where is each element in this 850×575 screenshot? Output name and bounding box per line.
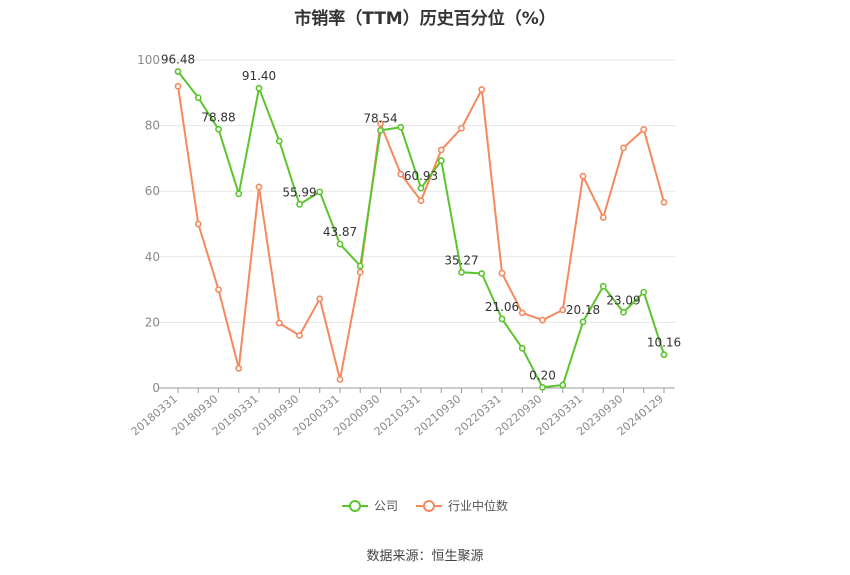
data-label-company-20210331: 60.93 [404,169,438,183]
data-point-industry-median-20221231 [559,306,567,314]
legend-item-industry-median[interactable]: 行业中位数 [416,497,508,514]
y-tick-label-40: 40 [145,250,160,264]
grid-layer [158,59,675,323]
data-point-company-20210630 [437,157,445,165]
data-point-industry-median-20220630 [518,309,526,317]
data-label-company-20180930: 78.88 [201,110,235,124]
data-point-industry-median-20230930 [620,144,627,152]
data-point-industry-median-20200630 [356,268,364,276]
data-label-company-20180331: 96.48 [161,53,195,67]
data-point-company-20231231 [640,288,648,296]
legend-label-company: 公司 [373,499,398,513]
data-point-industry-median-20191231 [316,295,324,303]
legend-item-company[interactable]: 公司 [341,497,398,514]
data-point-company-20181231 [235,190,243,198]
data-label-company-20190331: 91.40 [242,69,276,83]
data-label-company-20220331: 21.06 [485,300,519,314]
data-point-industry-median-20231231 [640,126,648,133]
series-line-company [177,70,665,389]
data-point-company-20180930 [215,125,222,133]
data-point-industry-median-20210331 [417,197,425,205]
data-point-company-20220930 [539,383,546,391]
y-tick-label-80: 80 [145,119,160,133]
data-label-company-20190930: 55.99 [282,185,316,199]
data-point-industry-median-20190331 [255,183,263,191]
data-point-company-20200331 [336,240,344,248]
data-point-industry-median-20190630 [275,319,283,327]
data-point-industry-median-20190930 [296,332,303,339]
data-point-company-20180331 [174,68,182,75]
data-label-company-20240129: 10.16 [647,336,681,350]
legend-swatch-industry-median [416,499,442,513]
data-source: 数据来源：恒生聚源 [366,549,484,564]
data-point-company-20210930 [458,268,465,276]
data-point-industry-median-20180930 [215,286,222,293]
data-point-industry-median-20230630 [599,214,607,221]
series-layer [174,68,668,391]
data-point-company-20221231 [559,381,567,389]
data-point-company-20240129 [660,351,668,359]
data-point-company-20191231 [316,188,324,196]
data-point-company-20230630 [599,282,607,290]
data-point-industry-median-20230331 [579,172,587,180]
chart-title: 市销率（TTM）历史百分位（%） [294,9,556,29]
data-label-company-20200930: 78.54 [363,111,397,125]
data-point-company-20220331 [498,315,506,323]
data-label-company-20230930: 23.09 [606,293,640,307]
data-point-industry-median-20210930 [458,124,465,132]
data-point-industry-median-20180331 [174,82,182,90]
legend: 公司 行业中位数 [0,497,850,514]
data-label-company-20210930: 35.27 [444,253,478,267]
y-tick-label-100: 100 [137,53,160,67]
data-point-company-20190331 [255,84,263,92]
data-point-company-20230930 [620,308,627,316]
data-point-company-20201231 [397,123,405,131]
data-point-company-20200630 [356,262,364,270]
data-point-industry-median-20181231 [235,364,243,372]
y-tick-label-0: 0 [152,381,160,395]
data-point-company-20200930 [377,126,384,134]
data-point-company-20180630 [194,94,202,102]
data-label-company-20220930: 0.20 [529,368,556,382]
data-point-company-20190630 [275,137,283,145]
data-label-company-20230331: 20.18 [566,303,600,317]
data-point-industry-median-20240129 [660,198,668,206]
data-point-industry-median-20200930 [377,120,384,128]
data-point-industry-median-20180630 [194,220,202,228]
data-point-industry-median-20211231 [478,86,486,93]
legend-swatch-company [341,499,368,513]
data-point-company-20210331 [417,184,425,192]
data-point-industry-median-20220331 [498,269,506,277]
data-point-industry-median-20200331 [336,376,344,383]
data-point-company-20211231 [478,270,486,277]
data-point-industry-median-20210630 [437,146,445,154]
data-point-company-20220630 [518,344,526,352]
y-tick-label-20: 20 [145,315,160,329]
data-point-company-20190930 [296,200,303,208]
data-point-industry-median-20201231 [397,170,405,178]
data-point-industry-median-20220930 [539,316,546,324]
data-point-company-20230331 [579,318,587,326]
data-label-company-20200331: 43.87 [323,225,357,239]
legend-label-industry-median: 行业中位数 [448,499,509,513]
label-layer: 96.48 78.88 91.40 55.99 43.87 78.54 60.93 35.27… [161,53,681,383]
y-tick-label-60: 60 [145,184,160,198]
